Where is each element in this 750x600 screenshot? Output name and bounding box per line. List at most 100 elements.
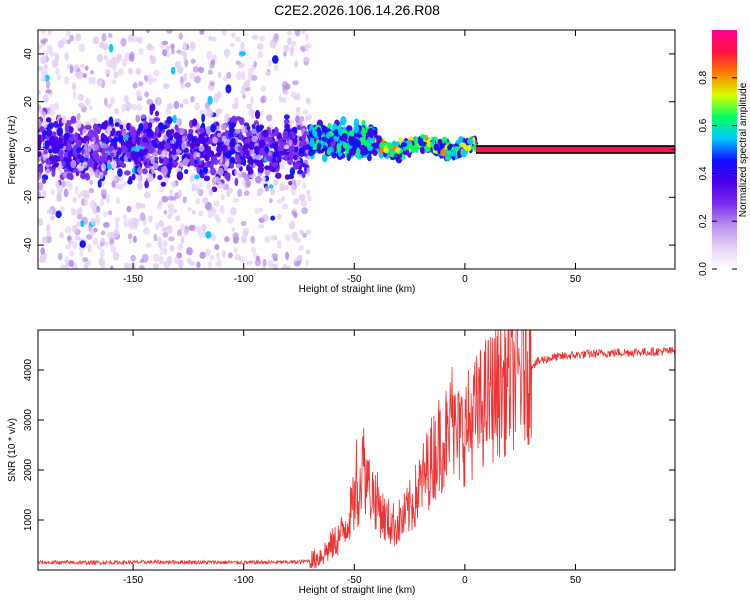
spectral-cell <box>41 236 48 244</box>
spectral-cell <box>82 161 88 169</box>
spectral-cell <box>186 154 191 160</box>
spectral-cell <box>267 151 272 157</box>
spectral-cell <box>40 111 47 119</box>
spectral-cell <box>166 116 173 125</box>
spectral-cell <box>231 32 236 38</box>
spectral-cell <box>108 43 114 53</box>
spectral-cell <box>250 235 255 244</box>
spectral-cell <box>340 116 347 126</box>
spectral-cell <box>160 181 166 187</box>
spectral-cell <box>219 205 225 214</box>
spectral-cell <box>75 139 82 147</box>
spectral-cell <box>272 263 278 269</box>
spectral-cell <box>54 53 60 62</box>
spectral-cell <box>281 265 287 269</box>
spectral-cell <box>189 157 195 166</box>
spectral-cell <box>321 153 328 163</box>
spectral-cell <box>72 208 77 216</box>
spectral-cell <box>258 35 266 42</box>
spectral-cell <box>301 207 308 215</box>
spectral-cell <box>57 40 64 49</box>
spectral-cell <box>258 207 263 213</box>
spectral-cell <box>301 134 307 142</box>
spectral-cell <box>178 32 183 40</box>
spectral-cell <box>251 135 259 143</box>
spectral-cell <box>115 197 121 205</box>
spectral-cell <box>284 114 290 120</box>
spectral-cell <box>168 157 173 163</box>
spectral-cell <box>173 134 179 139</box>
spectral-cell <box>203 137 209 143</box>
spectral-cell <box>135 68 142 75</box>
spectral-cell <box>83 190 89 199</box>
spectral-cell <box>440 148 447 157</box>
spectral-cell <box>91 136 96 143</box>
spectral-cell <box>217 181 223 189</box>
spectral-cell <box>100 163 107 172</box>
spectral-cell <box>225 150 232 159</box>
spectral-cell <box>113 144 118 150</box>
spectral-cell <box>268 59 272 67</box>
spectral-cell <box>165 107 172 115</box>
spectral-cell <box>180 83 186 89</box>
spectral-cell <box>460 149 467 158</box>
spectral-cell <box>291 184 295 191</box>
spectral-cell <box>139 156 144 161</box>
spectral-cell <box>63 168 70 173</box>
spectral-cell <box>303 57 311 62</box>
spectral-cell <box>234 36 242 43</box>
spectrogram-xtick-label: -100 <box>234 274 254 285</box>
spectral-cell <box>196 152 201 158</box>
spectrogram-ytick-label: -20 <box>23 190 34 205</box>
spectral-cell <box>191 183 196 192</box>
spectral-cell <box>148 118 155 124</box>
spectral-cell <box>336 142 341 152</box>
spectral-cell <box>84 262 89 269</box>
spectral-cell <box>98 155 104 162</box>
spectral-cell <box>124 170 131 176</box>
spectral-cell <box>250 74 258 81</box>
spectral-cell <box>197 66 205 73</box>
spectral-cell <box>230 148 236 155</box>
spectral-cell <box>98 171 104 179</box>
spectral-cell <box>134 159 138 165</box>
spectral-cell <box>106 103 113 109</box>
spectral-cell <box>341 133 348 141</box>
spectral-cell <box>240 124 246 134</box>
spectral-cell <box>107 135 112 141</box>
spectral-cell <box>88 129 95 138</box>
spectral-cell <box>158 255 164 265</box>
spectral-cell <box>168 236 175 242</box>
spectral-cell <box>216 125 222 131</box>
spectral-cell <box>203 153 209 160</box>
spectral-cell <box>208 69 213 75</box>
spectral-cell <box>245 179 251 188</box>
spectral-cell <box>229 42 236 48</box>
spectral-cell <box>38 143 42 150</box>
spectral-cell <box>128 33 133 41</box>
spectral-cell <box>244 143 249 148</box>
spectral-cell <box>101 149 105 157</box>
spectral-cell <box>77 165 84 172</box>
spectral-cell <box>228 252 233 258</box>
spectral-cell <box>305 97 310 103</box>
spectral-cell <box>295 115 300 123</box>
spectral-cell <box>79 240 86 248</box>
spectral-cell <box>267 259 274 268</box>
spectral-cell <box>182 98 189 105</box>
spectral-cell <box>158 200 164 206</box>
spectral-cell <box>298 147 305 154</box>
spectral-cell <box>96 218 101 226</box>
spectral-cell <box>40 247 45 256</box>
spectral-cell <box>38 218 44 226</box>
spectral-cell <box>273 235 278 241</box>
spectral-cell <box>77 94 84 101</box>
spectral-cell <box>257 165 264 174</box>
spectral-cell <box>203 175 211 182</box>
spectral-cell <box>219 155 223 164</box>
spectral-cell <box>46 208 54 215</box>
colorbar-tick-label: 0.8 <box>698 70 709 84</box>
spectral-cell <box>292 40 296 46</box>
colorbar: 0.0 0.2 0.4 0.6 0.8 Normalized spectral ampl… <box>698 30 749 276</box>
spectral-cell <box>373 130 378 135</box>
